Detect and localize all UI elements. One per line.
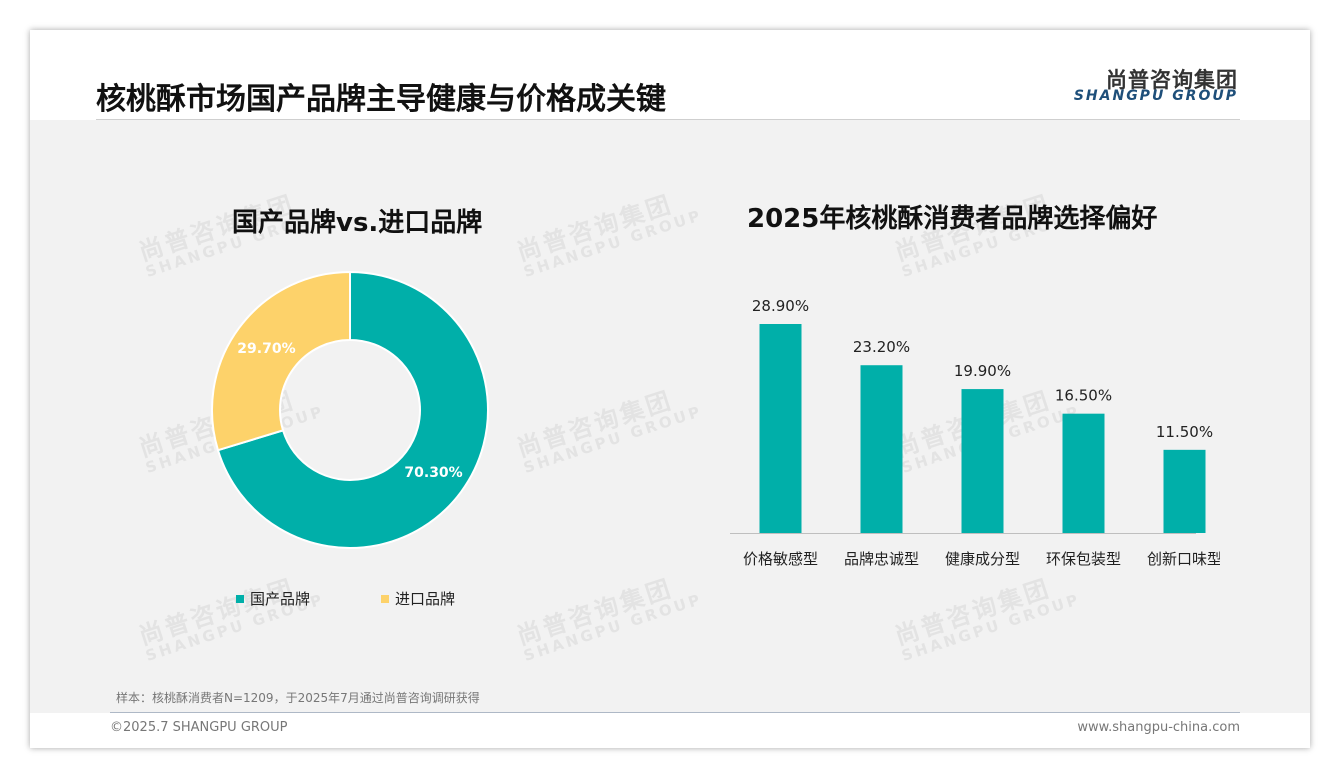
donut-slice: [216, 270, 489, 549]
slide: 核桃酥市场国产品牌主导健康与价格成关键 尚普咨询集团 SHANGPU GROUP…: [30, 30, 1310, 748]
donut-chart: 70.30% 29.70%: [211, 270, 489, 549]
bar: [1062, 413, 1105, 533]
footer-divider: [110, 712, 1240, 713]
legend-item-imported: 进口品牌: [381, 588, 455, 609]
footer: ©2025.7 SHANGPU GROUP www.shangpu-china.…: [30, 713, 1310, 748]
donut-data-label: 70.30%: [404, 465, 462, 481]
donut-slice: [211, 270, 351, 452]
legend-label: 进口品牌: [395, 590, 456, 608]
page-title: 核桃酥市场国产品牌主导健康与价格成关键: [96, 82, 666, 117]
header: 核桃酥市场国产品牌主导健康与价格成关键 尚普咨询集团 SHANGPU GROUP: [30, 30, 1310, 120]
donut-chart-title: 国产品牌vs.进口品牌: [232, 208, 483, 238]
bar-data-label: 11.50%: [1156, 423, 1213, 441]
bar-data-label: 16.50%: [1055, 387, 1112, 405]
bar-data-label: 28.90%: [752, 297, 809, 315]
copyright: ©2025.7 SHANGPU GROUP: [110, 720, 288, 735]
header-divider: [96, 119, 1240, 120]
bar-chart: 28.90% 价格敏感型 23.20% 品牌忠诚型 19.90% 健康成分型 16.50% 环…: [730, 297, 1220, 568]
x-tick-label: 创新口味型: [1147, 550, 1220, 568]
x-tick-label: 价格敏感型: [743, 550, 818, 568]
donut-data-label: 29.70%: [237, 341, 295, 357]
website-url: www.shangpu-china.com: [1077, 720, 1240, 735]
bar: [961, 389, 1004, 533]
x-tick-label: 品牌忠诚型: [844, 550, 919, 568]
legend-swatch-imported: [381, 594, 389, 603]
bar: [1163, 449, 1206, 533]
legend-label: 国产品牌: [250, 590, 311, 608]
bar: [759, 324, 802, 533]
bar-chart-title: 2025年核桃酥消费者品牌选择偏好: [747, 204, 1158, 234]
x-tick-label: 健康成分型: [945, 550, 1020, 568]
legend-item-domestic: 国产品牌: [236, 588, 310, 609]
legend-swatch-domestic: [236, 594, 244, 603]
sample-note: 样本：核桃酥消费者N=1209，于2025年7月通过尚普咨询调研获得: [116, 691, 480, 705]
x-tick-label: 环保包装型: [1046, 550, 1121, 568]
logo-text-en: SHANGPU GROUP: [1073, 88, 1238, 104]
logo-text-cn: 尚普咨询集团: [1106, 68, 1238, 92]
bar-data-label: 23.20%: [853, 338, 910, 356]
bar-data-label: 19.90%: [954, 362, 1011, 380]
bar: [860, 365, 903, 533]
